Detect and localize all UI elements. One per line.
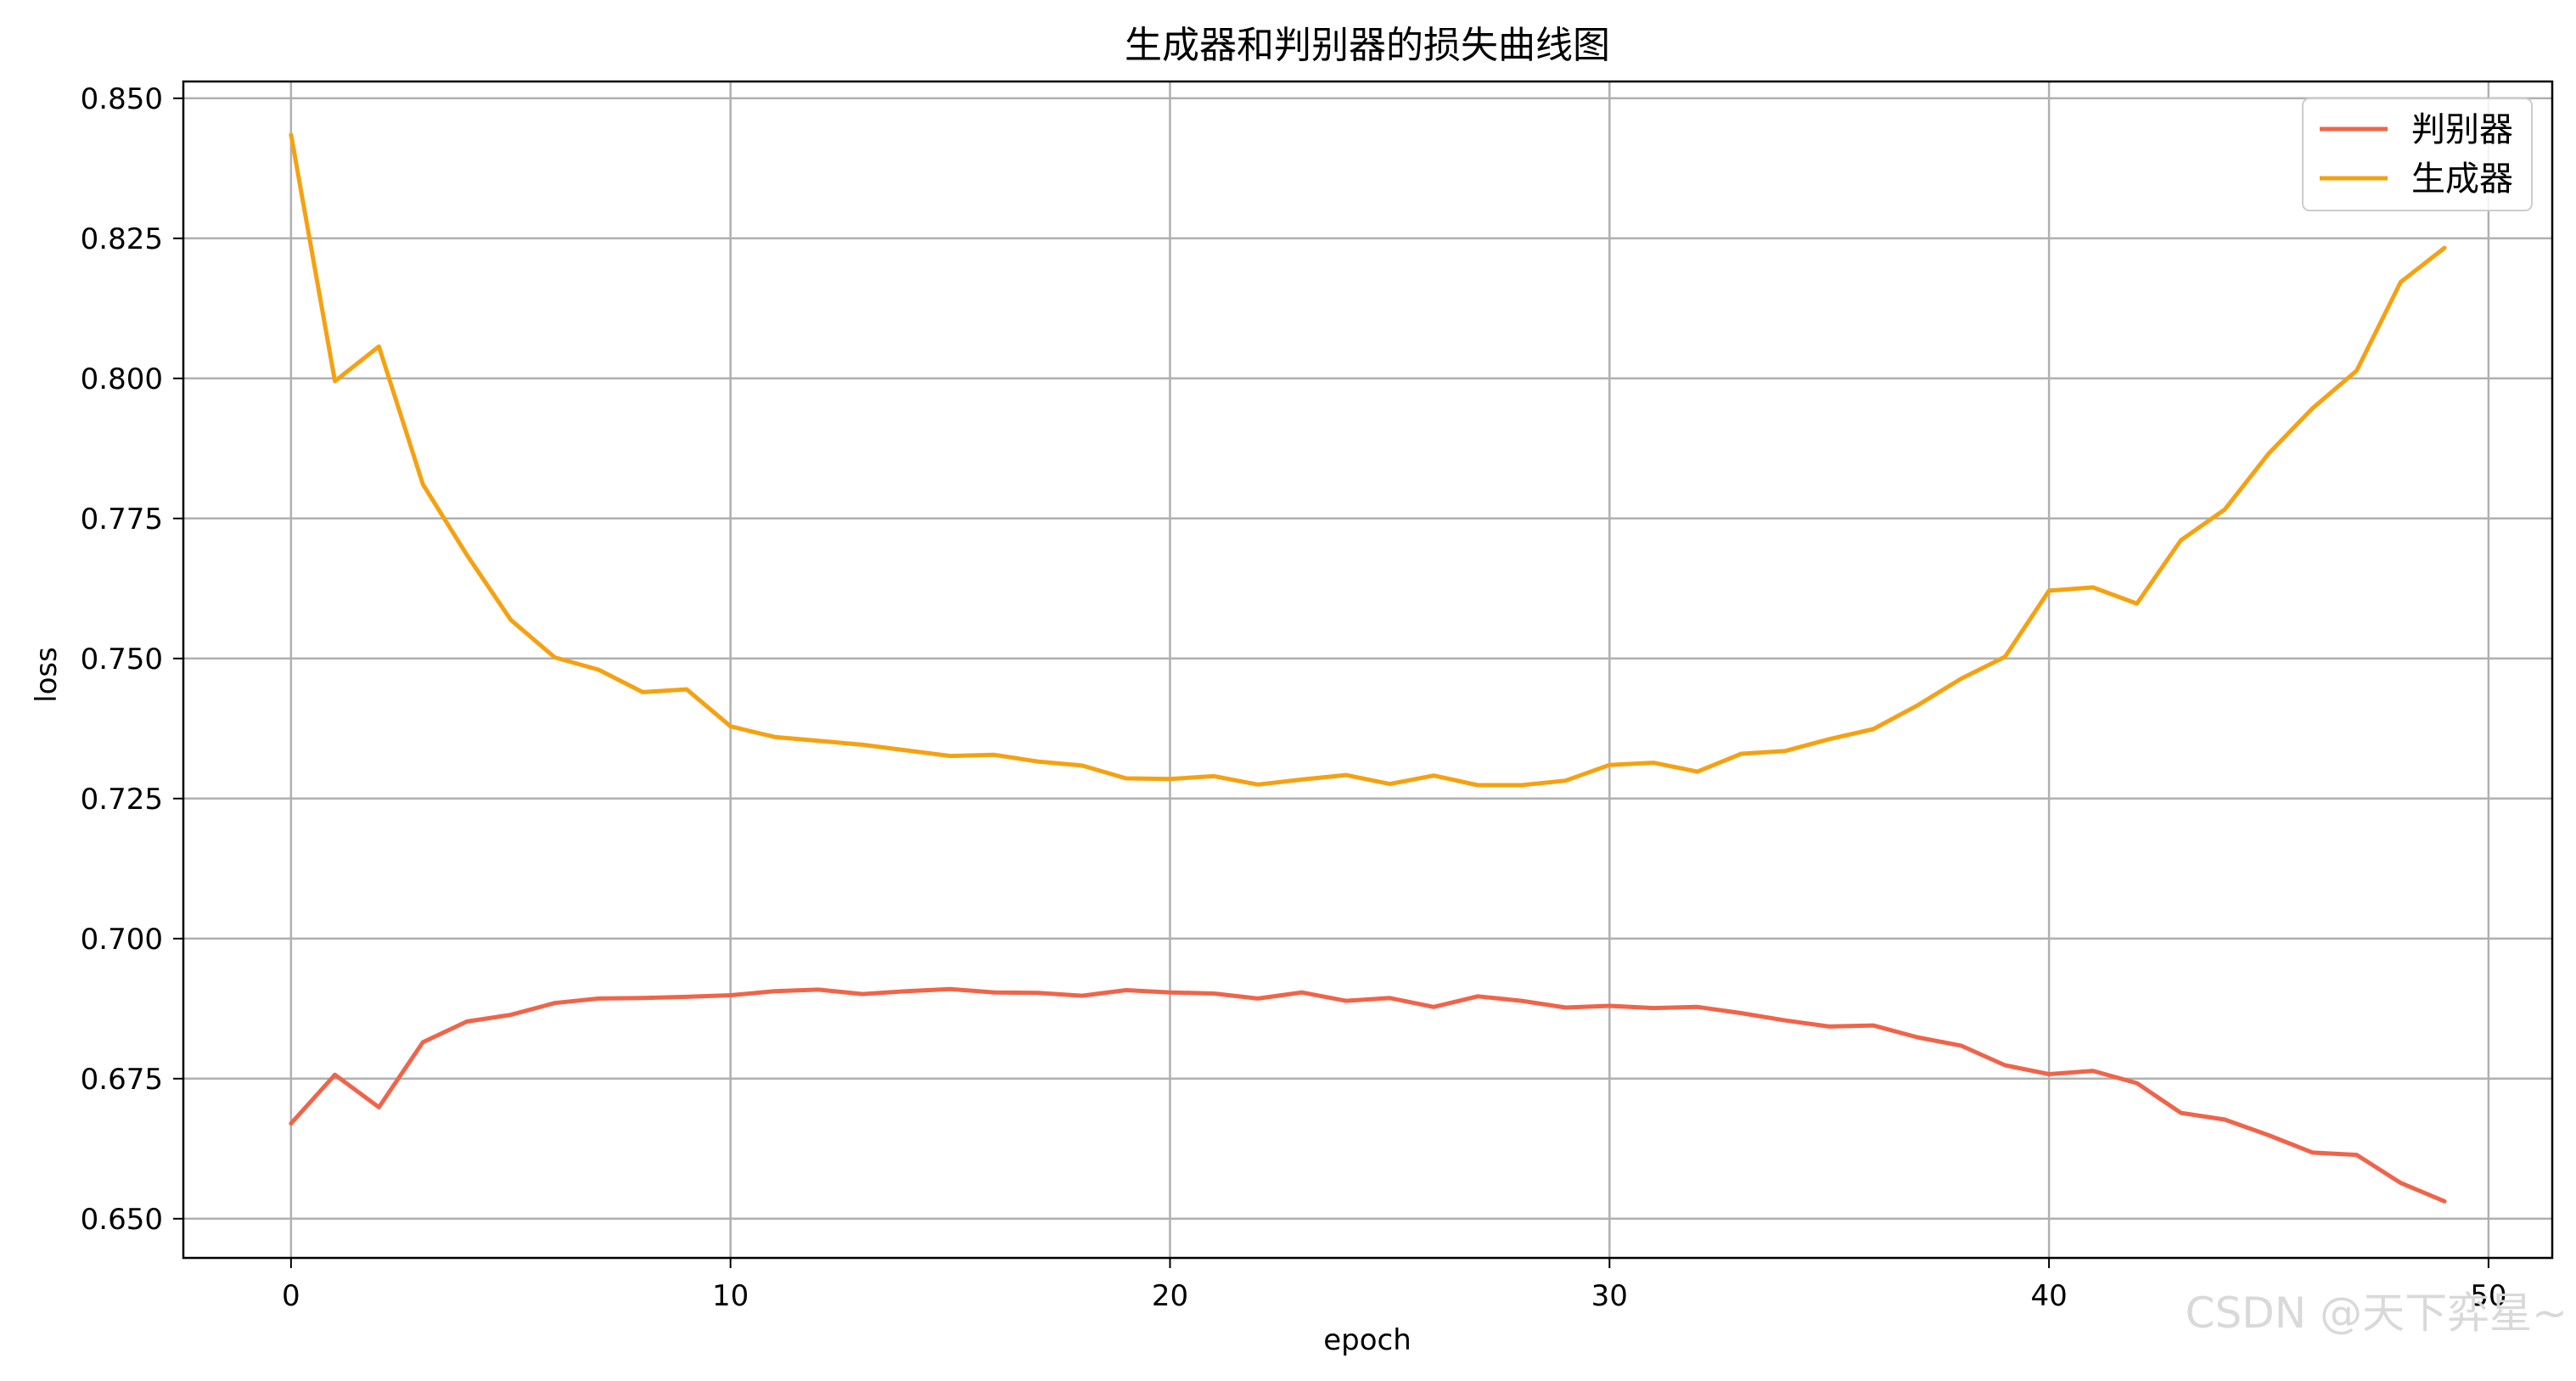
y-tick-label: 0.700 bbox=[81, 923, 163, 957]
y-tick-label: 0.725 bbox=[81, 783, 163, 817]
chart-title: 生成器和判别器的损失曲线图 bbox=[1125, 24, 1610, 67]
y-tick-label: 0.800 bbox=[81, 362, 163, 396]
x-tick-label: 40 bbox=[2030, 1279, 2067, 1313]
y-tick-label: 0.775 bbox=[81, 502, 163, 536]
legend-label-discriminator: 判别器 bbox=[2411, 110, 2513, 149]
x-tick-label: 10 bbox=[712, 1279, 749, 1313]
plot-frame bbox=[182, 80, 2554, 1260]
x-tick-label: 0 bbox=[282, 1279, 300, 1313]
legend: 判别器 生成器 bbox=[2302, 98, 2533, 211]
legend-box bbox=[2302, 98, 2533, 211]
x-tick-label: 20 bbox=[1152, 1279, 1188, 1313]
y-tick-label: 0.825 bbox=[81, 222, 163, 256]
legend-label-generator: 生成器 bbox=[2411, 160, 2513, 199]
y-ticks: 0.650 0.675 0.700 0.725 0.750 0.775 0.800 0.825… bbox=[81, 82, 183, 1237]
y-axis-label: loss bbox=[30, 647, 64, 703]
y-tick-label: 0.750 bbox=[81, 643, 163, 676]
grid bbox=[183, 81, 2552, 1258]
x-tick-label: 50 bbox=[2470, 1279, 2506, 1313]
discriminator-loss-line bbox=[289, 986, 2447, 1204]
x-ticks: 0 10 20 30 40 50 bbox=[282, 1258, 2507, 1313]
x-tick-label: 30 bbox=[1591, 1279, 1628, 1313]
x-axis-label: epoch bbox=[1323, 1323, 1411, 1357]
y-tick-label: 0.650 bbox=[81, 1203, 163, 1237]
y-tick-label: 0.675 bbox=[81, 1063, 163, 1097]
watermark: CSDN @天下弈星~ bbox=[2185, 1288, 2568, 1338]
y-tick-label: 0.850 bbox=[81, 82, 163, 116]
series-lines bbox=[289, 132, 2447, 1204]
generator-loss-line bbox=[289, 132, 2447, 788]
